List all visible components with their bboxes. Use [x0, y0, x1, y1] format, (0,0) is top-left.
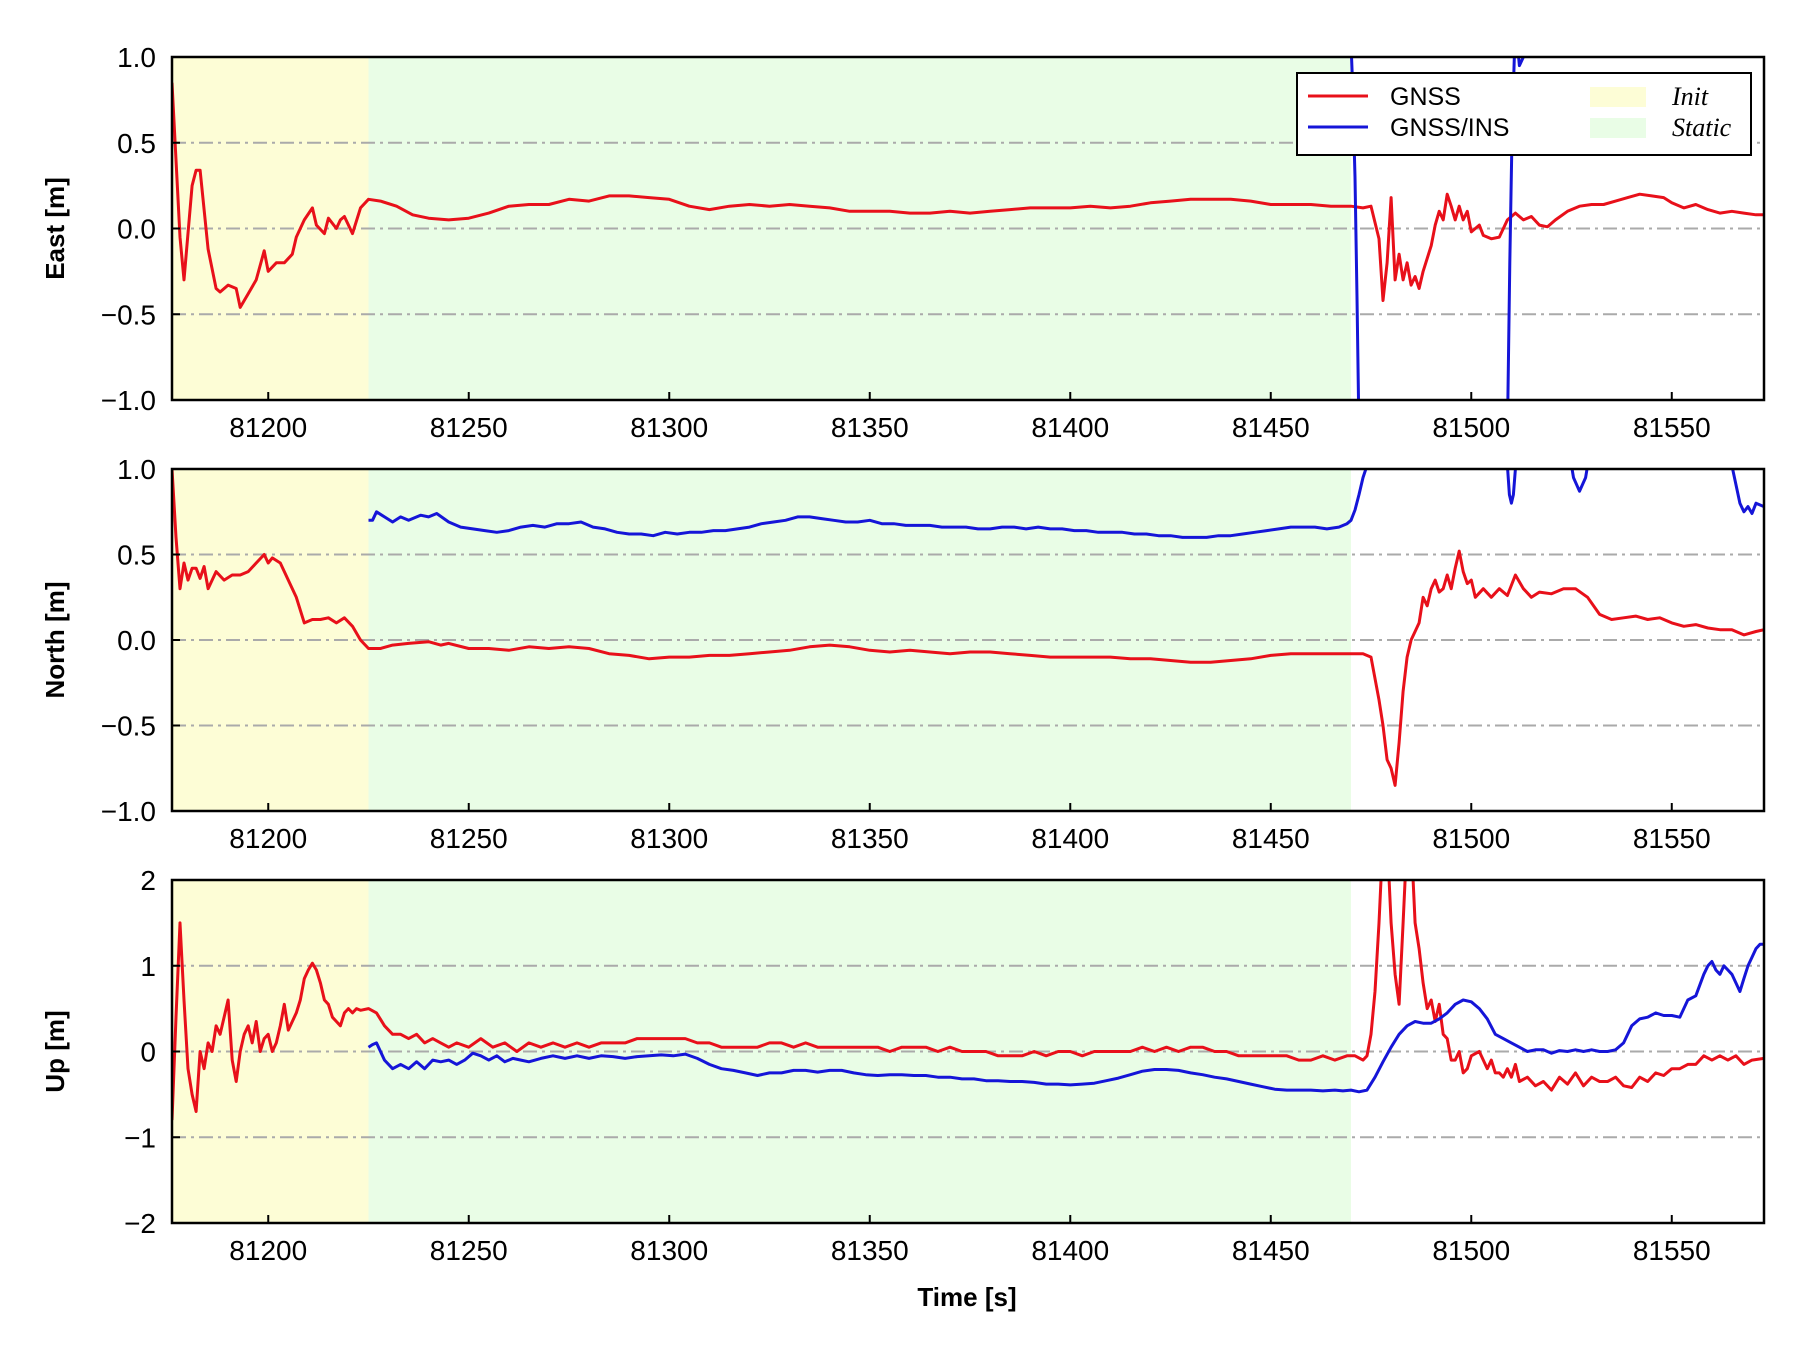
- x-tick-label: 81450: [1232, 412, 1310, 443]
- y-tick-label: 1: [140, 951, 156, 982]
- panel-2: 81200 81250 81300 81350 81400 81450 81500 81550…: [40, 865, 1766, 1266]
- x-tick-label: 81350: [831, 412, 909, 443]
- y-tick-label: −0.5: [101, 711, 156, 742]
- legend-static: Static: [1590, 113, 1732, 142]
- y-axis-label: North [m]: [40, 582, 70, 699]
- panel-1: 81200 81250 81300 81350 81400 81450 81500 81550…: [40, 454, 1766, 854]
- legend-gnss-label: GNSS: [1390, 83, 1461, 111]
- series-line-gnss: [172, 469, 1764, 787]
- y-tick-label: 0.5: [117, 540, 156, 571]
- x-tick-label: 81200: [229, 1235, 307, 1266]
- series-line-gnss: [172, 880, 1764, 1121]
- y-tick-label: 0.5: [117, 128, 156, 159]
- x-tick-label: 81550: [1633, 412, 1711, 443]
- y-tick-label: −0.5: [101, 299, 156, 330]
- x-tick-label: 81400: [1031, 412, 1109, 443]
- x-tick-label: 81500: [1432, 1235, 1510, 1266]
- legend-gnss-ins-label: GNSS/INS: [1390, 114, 1509, 142]
- x-tick-label: 81250: [430, 412, 508, 443]
- x-axis-label: Time [s]: [917, 1282, 1016, 1312]
- panel-0: 81200 81250 81300 81350 81400 81450 81500 81550…: [40, 42, 1766, 443]
- x-tick-label: 81500: [1432, 823, 1510, 854]
- x-tick-label: 81200: [229, 823, 307, 854]
- x-tick-label: 81300: [630, 823, 708, 854]
- y-tick-label: 2: [140, 865, 156, 896]
- x-tick-label: 81350: [831, 823, 909, 854]
- legend-gnss: GNSS: [1308, 83, 1461, 111]
- x-tick-label: 81250: [430, 1235, 508, 1266]
- series-line-gnss-ins: [1350, 57, 1525, 400]
- y-tick-label: 0.0: [117, 625, 156, 656]
- series-line-gnss-ins: [367, 942, 1764, 1094]
- series-line-gnss: [172, 82, 1764, 309]
- legend-init-label: Init: [1671, 82, 1709, 111]
- y-tick-label: 1.0: [117, 42, 156, 73]
- x-tick-label: 81450: [1232, 1235, 1310, 1266]
- legend-box: [1296, 72, 1752, 156]
- x-tick-label: 81400: [1031, 823, 1109, 854]
- legend-static-label: Static: [1672, 113, 1732, 142]
- y-tick-label: 1.0: [117, 454, 156, 485]
- legend-init-swatch: [1590, 87, 1646, 107]
- legend-init: Init: [1590, 82, 1709, 111]
- y-tick-label: −1.0: [101, 385, 156, 416]
- legend-static-swatch: [1590, 118, 1646, 138]
- x-tick-label: 81550: [1633, 823, 1711, 854]
- y-tick-label: −1.0: [101, 796, 156, 827]
- x-tick-label: 81350: [831, 1235, 909, 1266]
- y-axis-label: East [m]: [40, 177, 70, 280]
- x-tick-label: 81250: [430, 823, 508, 854]
- legend-gnss-ins: GNSS/INS: [1308, 114, 1509, 142]
- y-tick-label: 0: [140, 1037, 156, 1068]
- x-tick-label: 81200: [229, 412, 307, 443]
- y-tick-label: −1: [124, 1122, 156, 1153]
- x-tick-label: 81500: [1432, 412, 1510, 443]
- series-line-gnss-ins: [368, 469, 1764, 539]
- y-axis-label: Up [m]: [40, 1010, 70, 1092]
- x-tick-label: 81300: [630, 1235, 708, 1266]
- y-tick-label: 0.0: [117, 214, 156, 245]
- x-tick-label: 81450: [1232, 823, 1310, 854]
- y-tick-label: −2: [124, 1208, 156, 1239]
- x-tick-label: 81300: [630, 412, 708, 443]
- x-tick-label: 81400: [1031, 1235, 1109, 1266]
- x-tick-label: 81550: [1633, 1235, 1711, 1266]
